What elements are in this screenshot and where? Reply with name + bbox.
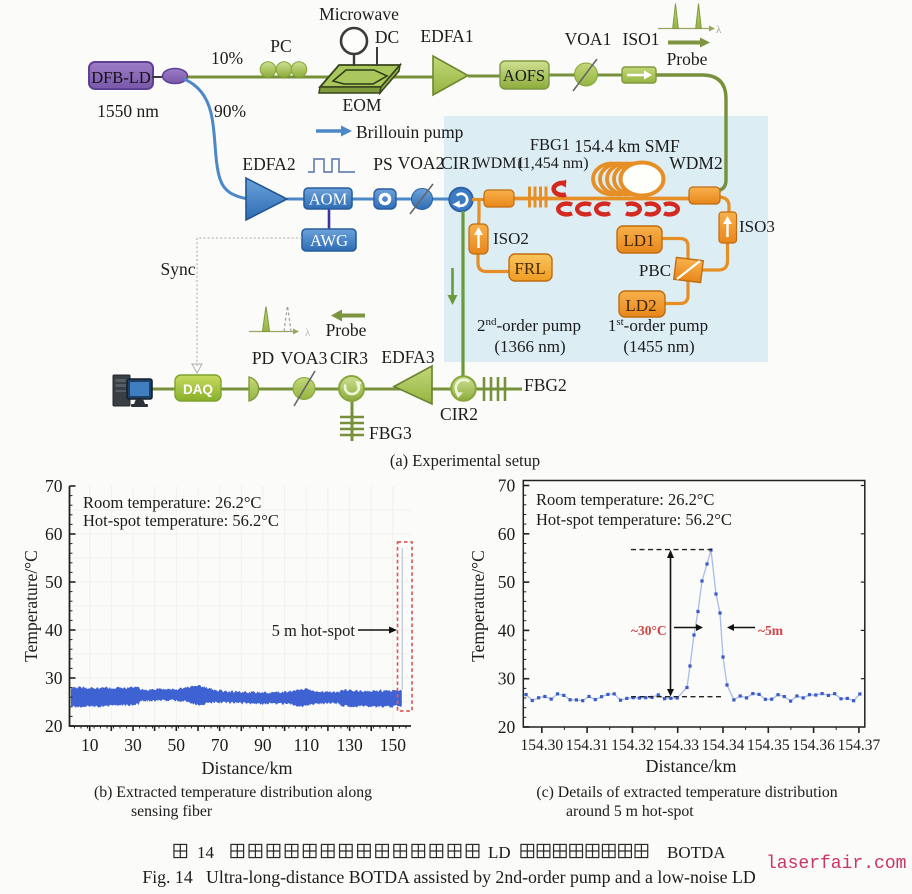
- svg-text:FBG3: FBG3: [369, 423, 412, 443]
- svg-text:VOA1: VOA1: [565, 29, 612, 49]
- svg-text:40: 40: [45, 620, 63, 640]
- svg-text:FBG2: FBG2: [524, 375, 567, 395]
- svg-text:90%: 90%: [214, 101, 246, 121]
- svg-text:LD: LD: [488, 843, 511, 862]
- svg-text:Room temperature: 26.2°C: Room temperature: 26.2°C: [83, 493, 261, 512]
- svg-text:AOFS: AOFS: [503, 66, 545, 85]
- svg-text:BOTDA: BOTDA: [667, 843, 726, 862]
- svg-text:154.37: 154.37: [838, 737, 881, 754]
- svg-text:130: 130: [336, 735, 363, 755]
- svg-text:40: 40: [498, 620, 516, 640]
- svg-text:Probe: Probe: [667, 49, 708, 69]
- svg-text:Microwave: Microwave: [319, 4, 399, 24]
- svg-text:Temperature/°C: Temperature/°C: [21, 550, 41, 662]
- svg-text:AOM: AOM: [309, 190, 348, 209]
- svg-text:around 5 m hot-spot: around 5 m hot-spot: [566, 803, 694, 820]
- svg-text:1550 nm: 1550 nm: [97, 101, 159, 121]
- svg-text:~30°C: ~30°C: [631, 623, 667, 638]
- svg-text:Sync: Sync: [161, 259, 196, 279]
- svg-text:30: 30: [498, 669, 516, 689]
- svg-text:(1,454 nm): (1,454 nm): [517, 155, 588, 172]
- svg-text:70: 70: [498, 476, 516, 496]
- svg-text:LD1: LD1: [623, 231, 654, 250]
- svg-text:1st-order pump: 1st-order pump: [608, 316, 708, 335]
- svg-text:(1455 nm): (1455 nm): [623, 337, 694, 356]
- svg-text:10: 10: [81, 735, 99, 755]
- svg-text:60: 60: [45, 524, 63, 544]
- svg-text:90: 90: [254, 735, 272, 755]
- svg-text:DAQ: DAQ: [183, 382, 213, 397]
- svg-text:Temperature/°C: Temperature/°C: [468, 550, 488, 662]
- svg-text:ISO1: ISO1: [623, 29, 660, 49]
- svg-text:FRL: FRL: [514, 259, 545, 278]
- svg-text:154.36: 154.36: [792, 737, 835, 754]
- svg-text:WDM1: WDM1: [476, 155, 525, 172]
- svg-text:Distance/km: Distance/km: [202, 758, 293, 778]
- svg-text:5 m hot-spot: 5 m hot-spot: [272, 621, 356, 640]
- svg-text:20: 20: [45, 716, 63, 736]
- svg-text:154.32: 154.32: [611, 737, 654, 754]
- svg-text:Fig. 14 Ultra-long-distance: Fig. 14 Ultra-long-distance BOTDA assist…: [142, 867, 756, 887]
- svg-text:70: 70: [211, 735, 229, 755]
- svg-text:EDFA3: EDFA3: [381, 347, 434, 367]
- svg-text:CIR3: CIR3: [330, 348, 368, 368]
- svg-text:Hot-spot temperature: 56.2°C: Hot-spot temperature: 56.2°C: [536, 510, 732, 529]
- svg-text:60: 60: [498, 524, 516, 544]
- svg-text:(b) Extracted temperature dist: (b) Extracted temperature distribution a…: [94, 784, 372, 801]
- svg-text:EOM: EOM: [343, 95, 382, 115]
- svg-text:VOA3: VOA3: [281, 348, 328, 368]
- svg-text:PD: PD: [252, 348, 274, 368]
- svg-text:(1366 nm): (1366 nm): [494, 337, 565, 356]
- svg-text:150: 150: [380, 735, 407, 755]
- svg-text:VOA2: VOA2: [398, 153, 445, 173]
- svg-text:50: 50: [498, 572, 516, 592]
- svg-text:PS: PS: [373, 154, 392, 174]
- svg-text:70: 70: [45, 476, 63, 496]
- svg-text:sensing fiber: sensing fiber: [131, 803, 213, 820]
- svg-text:ISO2: ISO2: [493, 229, 529, 248]
- svg-text:154.31: 154.31: [566, 737, 609, 754]
- svg-text:154.30: 154.30: [520, 737, 563, 754]
- svg-text:50: 50: [45, 572, 63, 592]
- svg-text:CIR2: CIR2: [440, 404, 478, 424]
- svg-text:Hot-spot temperature: 56.2°C: Hot-spot temperature: 56.2°C: [83, 511, 279, 530]
- svg-text:30: 30: [124, 735, 142, 755]
- svg-text:AWG: AWG: [310, 231, 348, 250]
- svg-text:2nd-order pump: 2nd-order pump: [477, 316, 581, 335]
- svg-text:EDFA2: EDFA2: [242, 154, 295, 174]
- svg-text:154.33: 154.33: [656, 737, 699, 754]
- svg-text:λ: λ: [305, 327, 311, 339]
- svg-text:PBC: PBC: [639, 261, 671, 280]
- svg-text:Room temperature: 26.2°C: Room temperature: 26.2°C: [536, 490, 714, 509]
- svg-text:30: 30: [45, 668, 63, 688]
- svg-text:CIR1: CIR1: [441, 153, 479, 173]
- svg-text:ISO3: ISO3: [739, 217, 775, 236]
- svg-text:PC: PC: [270, 36, 291, 56]
- svg-text:154.35: 154.35: [747, 737, 790, 754]
- svg-text:WDM2: WDM2: [669, 153, 722, 173]
- svg-text:Distance/km: Distance/km: [646, 756, 737, 776]
- svg-text:λ: λ: [716, 24, 722, 36]
- svg-text:154.4 km SMF: 154.4 km SMF: [574, 136, 680, 156]
- svg-text:154.34: 154.34: [702, 737, 745, 754]
- svg-text:110: 110: [293, 735, 319, 755]
- svg-text:DFB-LD: DFB-LD: [91, 68, 151, 87]
- svg-text:EDFA1: EDFA1: [420, 26, 473, 46]
- svg-text:DC: DC: [375, 27, 399, 47]
- svg-text:Brillouin pump: Brillouin pump: [356, 122, 464, 142]
- svg-text:~5m: ~5m: [758, 623, 784, 638]
- svg-text:Probe: Probe: [326, 320, 367, 340]
- svg-text:laserfair.com: laserfair.com: [766, 854, 906, 874]
- svg-text:50: 50: [168, 735, 186, 755]
- svg-text:20: 20: [498, 717, 516, 737]
- svg-text:14: 14: [197, 843, 215, 862]
- svg-text:(a) Experimental setup: (a) Experimental setup: [390, 451, 540, 470]
- svg-text:(c) Details of extracted tempe: (c) Details of extracted temperature dis…: [536, 784, 837, 801]
- svg-text:FBG1: FBG1: [530, 135, 570, 154]
- svg-text:10%: 10%: [211, 48, 243, 68]
- svg-text:LD2: LD2: [625, 296, 656, 315]
